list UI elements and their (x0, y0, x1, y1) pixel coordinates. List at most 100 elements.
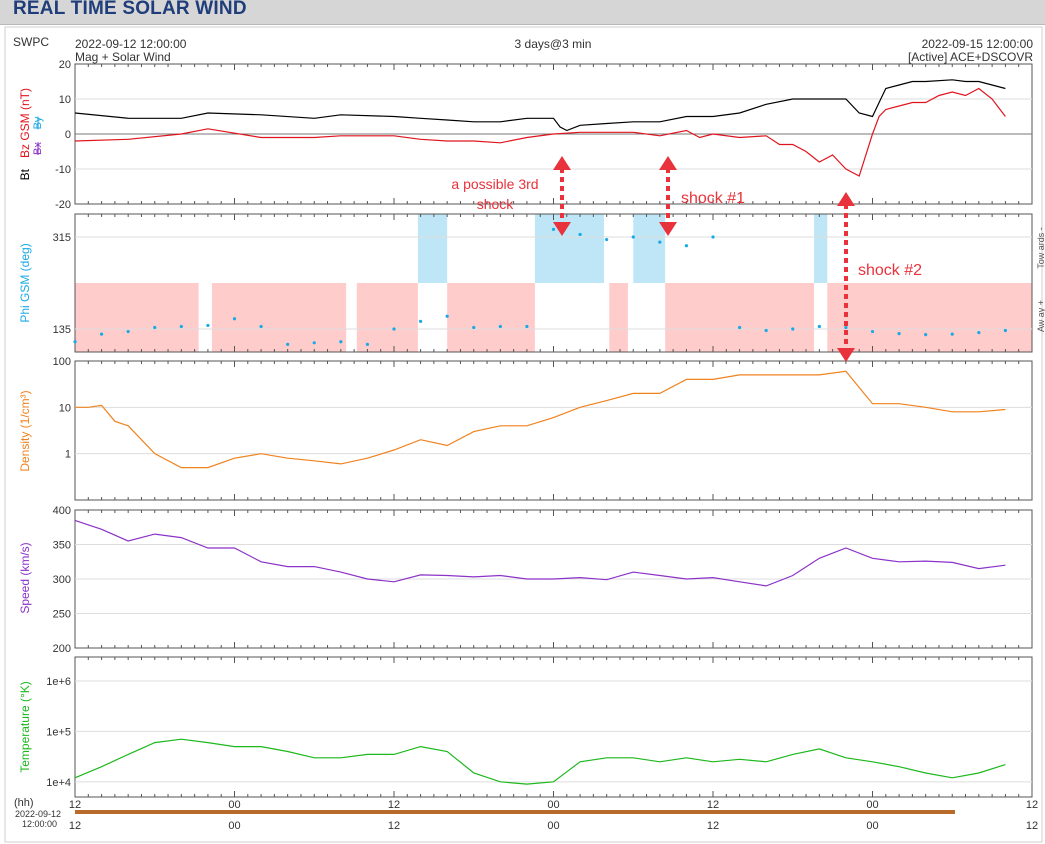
x-hh-label: (hh) (14, 797, 34, 809)
data-point (1003, 328, 1008, 333)
series-phi (73, 227, 1008, 346)
y-tick-label: 300 (53, 574, 71, 586)
x-tick-label: 12 (1026, 799, 1038, 811)
y-tick-label: 315 (53, 232, 71, 244)
x-tick-label: 12 (707, 799, 719, 811)
annotation-possible-3rd: a possible 3rd (451, 176, 538, 192)
sector-band-away (75, 283, 199, 352)
x-tick-label: 00 (228, 820, 240, 832)
y-tick-label: 0 (65, 129, 71, 141)
arrow-head-down (553, 222, 571, 236)
data-point (339, 340, 343, 344)
bx-by-label-group: Bx By (32, 116, 44, 155)
away-label: Aw ay + (1036, 300, 1045, 332)
solar-wind-plot: SWPC 2022-09-12 12:00:00 3 days@3 min 20… (4, 26, 1045, 843)
chart-frame (4, 26, 1043, 843)
svg-text:Bx By: Bx By (32, 116, 44, 155)
sector-band-toward (814, 214, 828, 283)
data-point (870, 329, 875, 334)
x-tick-label: 00 (547, 820, 559, 832)
data-point (658, 240, 662, 244)
x-tick-label: 00 (866, 799, 878, 811)
data-point (286, 342, 290, 346)
svg-text:Bt Bz GSM (nT): Bt Bz GSM (nT) (18, 88, 32, 180)
panel-density: 100 10 1 (53, 356, 1033, 501)
data-point (605, 237, 609, 242)
data-point (631, 235, 635, 239)
speed-ylabel: Speed (km/s) (18, 542, 32, 613)
x-tick-label: 12 (707, 820, 719, 832)
sector-band-away (665, 283, 815, 352)
header-source: SWPC (13, 35, 49, 49)
annotation-shock-1: shock #1 (681, 190, 745, 207)
data-point (711, 235, 715, 239)
data-point (365, 342, 370, 346)
header-span: 3 days@3 min (515, 37, 592, 51)
data-point (73, 340, 77, 344)
series-bt (74, 79, 1006, 132)
data-point (977, 330, 981, 335)
shock-arrows (553, 156, 855, 362)
data-point (817, 324, 821, 329)
y-tick-label: 1e+6 (46, 676, 71, 688)
data-point (472, 325, 476, 330)
panel-temperature: 1e+6 1e+5 1e+4 (46, 656, 1033, 798)
y-tick-label: -20 (55, 199, 71, 211)
series-speed (74, 519, 1006, 587)
data-point (844, 325, 848, 330)
mag-ylabel: Bt Bz GSM (nT) (18, 88, 32, 180)
data-point (99, 332, 104, 336)
data-point (418, 319, 423, 323)
header-end: 2022-09-15 12:00:00 (922, 37, 1034, 51)
data-point (578, 232, 582, 237)
sector-band-toward (633, 214, 666, 283)
density-ylabel: Density (1/cm³) (18, 390, 32, 471)
data-point (153, 325, 157, 330)
series-bz-gsm (74, 87, 1006, 177)
header-subtitle-left: Mag + Solar Wind (75, 50, 171, 64)
bt-label: Bt (18, 168, 32, 180)
arrow-head-down (659, 222, 677, 236)
sector-band-toward (534, 214, 605, 283)
bz-label: Bz GSM (nT) (18, 88, 32, 158)
data-point (684, 244, 689, 248)
sector-band-toward (417, 214, 448, 283)
page-title: REAL TIME SOLAR WIND (13, 0, 247, 19)
annotation-possible-3rd-shock: shock (477, 196, 515, 212)
bx-label: Bx (32, 142, 44, 155)
panel-magnetic-field: 20 10 0 -10 -20 (55, 59, 1033, 211)
data-coverage-bar (75, 810, 955, 814)
header-subtitle-right: [Active] ACE+DSCOVR (908, 50, 1033, 64)
data-point (791, 327, 795, 331)
x-tick-label: 00 (547, 799, 559, 811)
y-tick-label: 200 (53, 643, 71, 655)
header-start: 2022-09-12 12:00:00 (75, 37, 187, 51)
by-label: By (32, 116, 44, 129)
panel-phi: 315 135 (53, 213, 1033, 353)
x-tick-label: 12 (69, 799, 81, 811)
y-tick-label: 135 (53, 324, 71, 336)
x-tick-label: 12 (388, 820, 400, 832)
x-tick-label: 00 (228, 799, 240, 811)
x-tick-label: 00 (866, 820, 878, 832)
y-tick-label: 250 (53, 609, 71, 621)
data-point (232, 317, 237, 321)
series-density (75, 370, 1006, 469)
x-tick-label: 12 (1026, 820, 1038, 832)
data-point (764, 328, 768, 333)
y-tick-label: 1 (65, 449, 71, 461)
data-point (126, 329, 130, 334)
sector-band-away (827, 283, 1032, 352)
y-tick-label: 10 (59, 94, 71, 106)
panels: 20100-10-203151351001014003503002502001e… (46, 59, 1033, 798)
temperature-ylabel: Temperature (°K) (18, 681, 32, 773)
y-tick-label: 1e+5 (46, 726, 71, 738)
y-tick-label: 100 (53, 356, 71, 368)
data-point (498, 324, 502, 329)
arrow-head-up (553, 156, 571, 170)
y-tick-label: 1e+4 (46, 777, 71, 789)
y-tick-label: 400 (53, 505, 71, 517)
x-tick-label: 12 (388, 799, 400, 811)
phi-ylabel: Phi GSM (deg) (18, 243, 32, 322)
y-tick-label: -10 (55, 164, 71, 176)
